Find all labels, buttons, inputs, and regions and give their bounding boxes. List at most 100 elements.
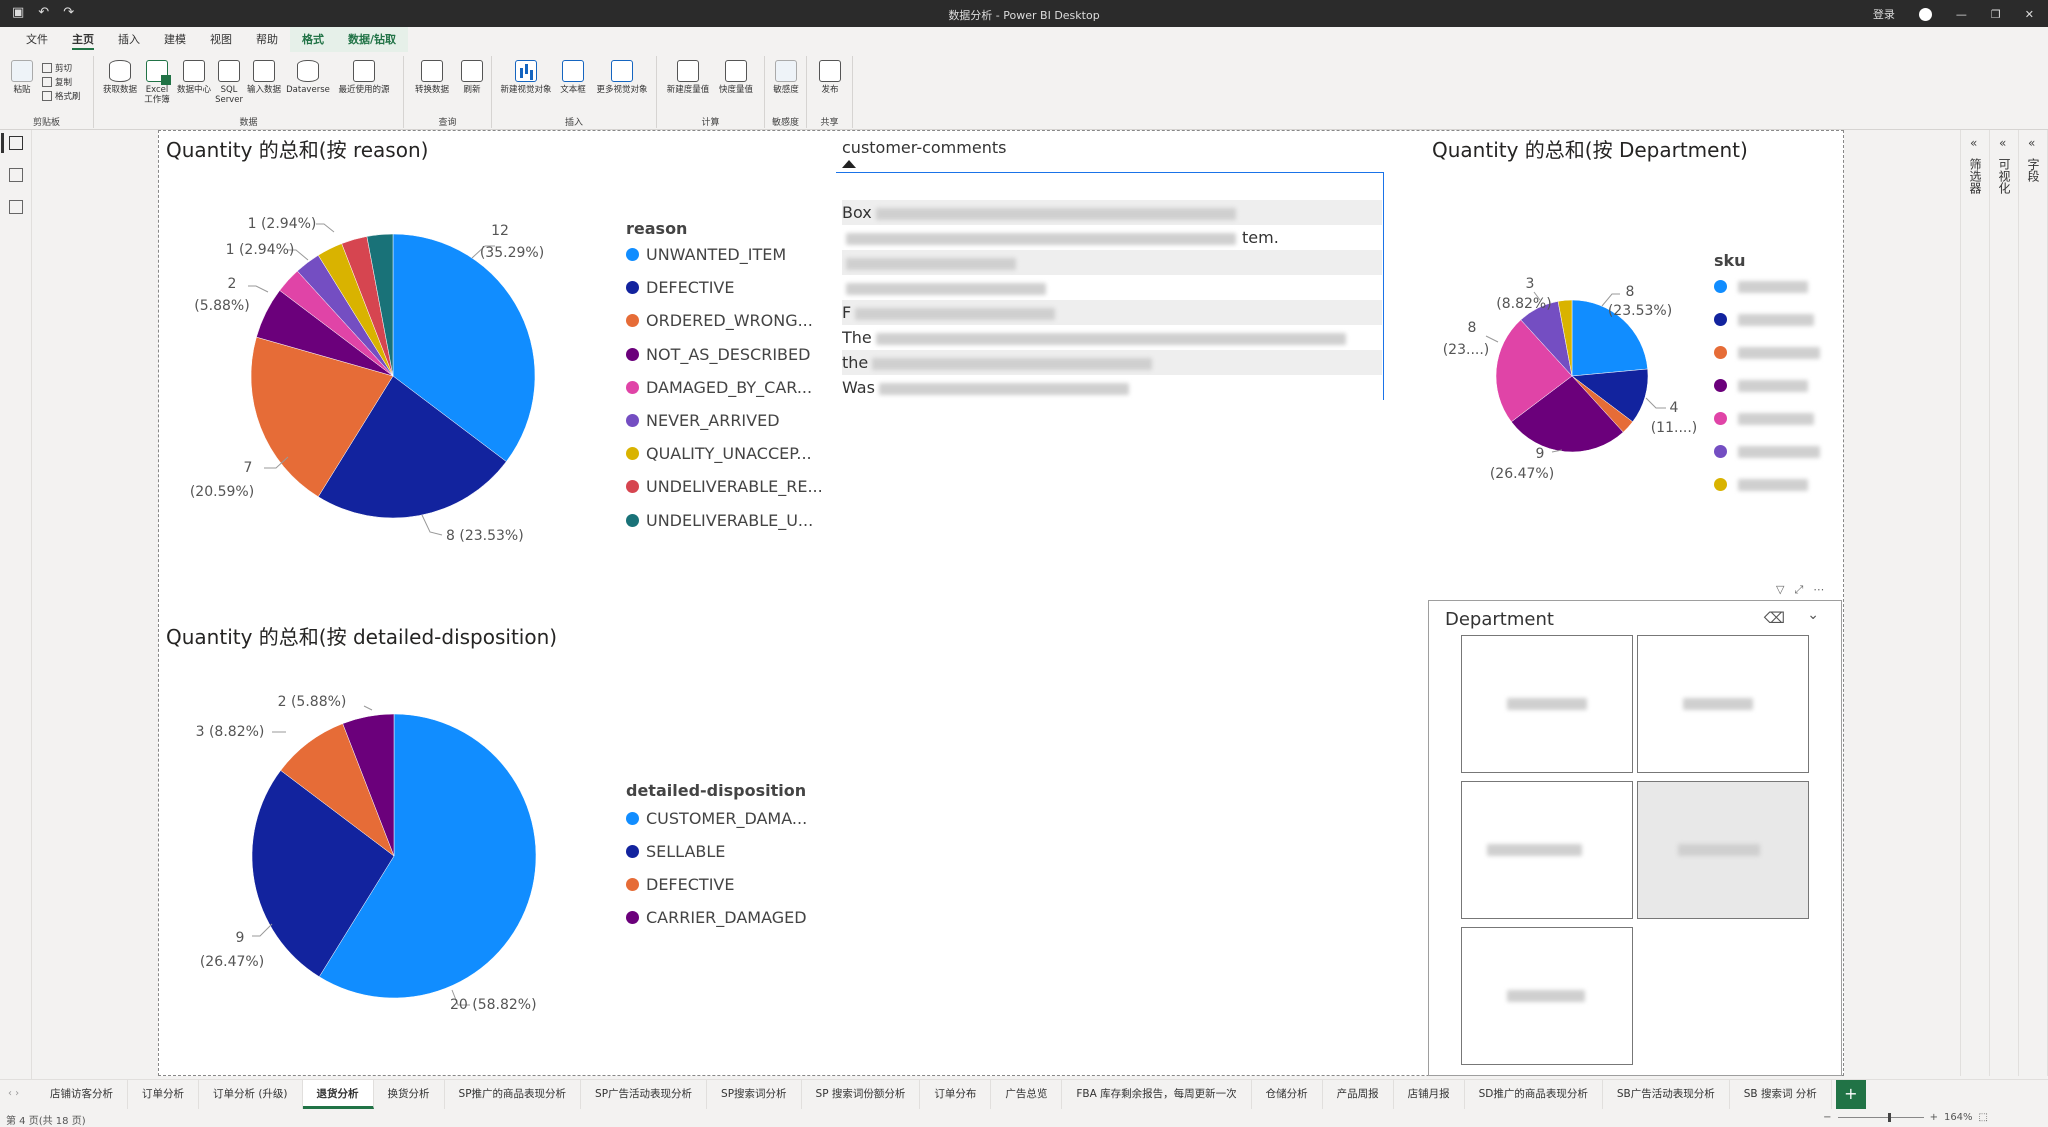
pie-slice[interactable] <box>1557 299 1573 377</box>
expand-icon[interactable]: « <box>1970 136 1978 150</box>
slicer-tile[interactable] <box>1461 635 1633 773</box>
copy-button[interactable]: 复制 <box>42 76 72 88</box>
page-tab[interactable]: 订单分布 <box>920 1080 992 1109</box>
legend-item[interactable]: QUALITY_UNACCEP... <box>626 444 812 463</box>
pie-slice[interactable] <box>1495 319 1573 423</box>
legend-item[interactable]: CARRIER_DAMAGED <box>626 908 807 927</box>
enter-data-button[interactable]: 输入数据 <box>246 60 282 95</box>
ribbon-tab[interactable]: 文件 <box>26 33 48 46</box>
pie-slice[interactable] <box>317 375 507 519</box>
legend-item[interactable] <box>1714 445 1820 458</box>
textbox-button[interactable]: 文本框 <box>556 60 590 95</box>
ribbon-tab[interactable]: 视图 <box>210 33 232 46</box>
data-hub-button[interactable]: 数据中心 <box>176 60 212 95</box>
comment-row[interactable]: F <box>842 300 1382 325</box>
sql-server-button[interactable]: SQL Server <box>214 60 244 105</box>
expand-icon[interactable]: « <box>1999 136 2007 150</box>
new-visual-button[interactable]: 新建视觉对象 <box>496 60 556 95</box>
page-tab[interactable]: SD推广的商品表现分析 <box>1465 1080 1603 1109</box>
more-options-icon[interactable]: ⋯ <box>1813 583 1825 596</box>
comments-column-header[interactable]: customer-comments <box>842 138 1007 157</box>
sensitivity-button[interactable]: 敏感度 <box>768 60 804 95</box>
format-painter-button[interactable]: 格式刷 <box>42 90 81 102</box>
pie-slice[interactable] <box>366 233 394 377</box>
zoom-in-icon[interactable]: + <box>1929 1112 1938 1123</box>
ribbon-tab[interactable]: 帮助 <box>256 33 278 46</box>
page-tab[interactable]: 店铺月报 <box>1394 1080 1465 1109</box>
page-tab[interactable]: SB 搜索词 分析 <box>1730 1080 1832 1109</box>
recent-sources-button[interactable]: 最近使用的源 <box>334 60 394 95</box>
page-tab[interactable]: 退货分析 <box>302 1080 374 1109</box>
paste-button[interactable]: 粘贴 <box>6 60 38 95</box>
pie-slice[interactable] <box>251 770 395 978</box>
pie-slice[interactable] <box>1571 299 1648 377</box>
table-view-icon[interactable] <box>9 168 23 182</box>
comment-row[interactable]: the <box>842 350 1382 375</box>
ribbon-tab[interactable]: 数据/钻取 <box>336 27 409 52</box>
legend-item[interactable] <box>1714 280 1808 293</box>
page-tab[interactable]: 产品周报 <box>1323 1080 1394 1109</box>
filter-icon[interactable]: ▽ <box>1776 583 1785 596</box>
page-tab[interactable]: SP推广的商品表现分析 <box>445 1080 582 1109</box>
legend-item[interactable]: UNWANTED_ITEM <box>626 245 786 264</box>
close-button[interactable]: ✕ <box>2024 7 2034 21</box>
focus-mode-icon[interactable]: ⤢ <box>1794 583 1804 596</box>
page-tab[interactable]: FBA 库存剩余报告，每周更新一次 <box>1062 1080 1252 1109</box>
cut-button[interactable]: 剪切 <box>42 62 72 74</box>
page-tab[interactable]: 换货分析 <box>374 1080 445 1109</box>
undo-icon[interactable]: ↶ <box>38 5 50 20</box>
quick-measure-button[interactable]: 快度量值 <box>713 60 759 95</box>
pie-slice[interactable] <box>342 713 395 857</box>
dataverse-button[interactable]: Dataverse <box>286 60 330 95</box>
comments-table[interactable] <box>836 172 1384 400</box>
pie-slice[interactable] <box>1511 375 1624 453</box>
fit-page-icon[interactable]: ⬚ <box>1978 1112 1988 1123</box>
legend-item[interactable]: CUSTOMER_DAMA... <box>626 809 807 828</box>
zoom-control[interactable]: − + 164% ⬚ <box>1823 1112 1988 1123</box>
model-view-icon[interactable] <box>9 200 23 214</box>
expand-icon[interactable]: « <box>2028 136 2036 150</box>
pie-slice[interactable] <box>392 233 536 462</box>
comment-row[interactable]: Box <box>842 200 1382 225</box>
page-tab[interactable]: SP搜索词分析 <box>707 1080 802 1109</box>
legend-item[interactable] <box>1714 313 1814 326</box>
fields-pane-collapsed[interactable]: « 字段 <box>2019 130 2048 1076</box>
page-tab[interactable]: 订单分析 (升级) <box>199 1080 303 1109</box>
reason-pie-chart[interactable]: 12 (35.29%) 8 (23.53%) 7 (20.59%) 2 (5.88%) 1 (… <box>160 200 620 560</box>
comment-row[interactable]: Was <box>842 375 1382 400</box>
visualizations-pane-collapsed[interactable]: « 可视化 <box>1990 130 2019 1076</box>
legend-item[interactable]: ORDERED_WRONG... <box>626 311 813 330</box>
legend-item[interactable]: NEVER_ARRIVED <box>626 411 780 430</box>
new-measure-button[interactable]: 新建度量值 <box>663 60 713 95</box>
slicer-tile[interactable] <box>1461 927 1633 1065</box>
department-pie-chart[interactable]: 8 (23.53%) 4 (11....) 9 (26.47%) 8 (23....) 3 (8.… <box>1430 270 1720 510</box>
slicer-tile-selected[interactable] <box>1637 781 1809 919</box>
ribbon-tab[interactable]: 主页 <box>60 27 106 52</box>
legend-item[interactable] <box>1714 478 1808 491</box>
restore-button[interactable]: ❐ <box>1990 7 2001 21</box>
comment-row[interactable]: The <box>842 325 1382 350</box>
comment-row[interactable] <box>842 250 1382 275</box>
add-page-button[interactable]: + <box>1835 1080 1866 1109</box>
legend-item[interactable]: DAMAGED_BY_CAR... <box>626 378 812 397</box>
chevron-down-icon[interactable]: ⌄ <box>1807 607 1819 623</box>
legend-item[interactable]: SELLABLE <box>626 842 725 861</box>
filters-pane-collapsed[interactable]: « 筛选器 <box>1961 130 1990 1076</box>
ribbon-tab[interactable]: 格式 <box>290 27 336 52</box>
publish-button[interactable]: 发布 <box>812 60 848 95</box>
legend-item[interactable]: UNDELIVERABLE_U... <box>626 511 813 530</box>
ribbon-tab[interactable]: 建模 <box>164 33 186 46</box>
comment-row[interactable]: tem. <box>842 225 1382 250</box>
legend-item[interactable]: NOT_AS_DESCRIBED <box>626 345 810 364</box>
legend-item[interactable] <box>1714 346 1820 359</box>
pie-slice[interactable] <box>250 336 394 498</box>
signin-button[interactable]: 登录 <box>1872 8 1895 21</box>
disposition-pie-chart[interactable]: 20 (58.82%) 9 (26.47%) 3 (8.82%) 2 (5.88%) <box>160 680 620 1040</box>
zoom-slider[interactable] <box>1837 1113 1924 1122</box>
refresh-button[interactable]: 刷新 <box>454 60 490 95</box>
legend-item[interactable] <box>1714 412 1814 425</box>
page-tab[interactable]: 广告总览 <box>991 1080 1063 1109</box>
slicer-tile[interactable] <box>1637 635 1809 773</box>
ribbon-tab[interactable]: 插入 <box>118 33 140 46</box>
page-tab[interactable]: 店铺访客分析 <box>36 1080 128 1109</box>
